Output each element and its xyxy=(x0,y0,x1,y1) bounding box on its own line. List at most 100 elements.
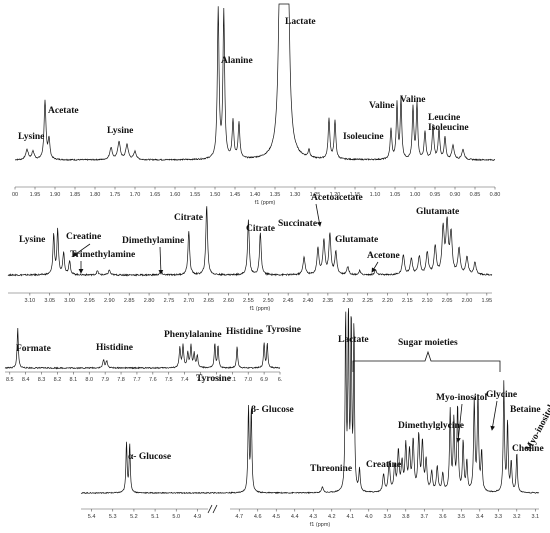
peak-label: Valine xyxy=(400,95,426,105)
x-axis-label: f1 (ppm) xyxy=(310,522,331,528)
x-tick-label: 7.7 xyxy=(133,377,141,383)
peak-label: Myo-inositol xyxy=(436,393,488,403)
x-tick-label: 3.6 xyxy=(439,514,447,520)
spectrum xyxy=(7,206,493,277)
arrow xyxy=(72,243,91,257)
x-tick-label: 3.4 xyxy=(476,514,484,520)
x-tick-label: 7.4 xyxy=(181,377,189,383)
x-tick-label: 4.9 xyxy=(194,514,202,520)
peak-label: Acetate xyxy=(48,106,79,116)
peak-label: Histidine xyxy=(96,343,133,353)
x-tick-label: 1.55 xyxy=(190,192,201,198)
peak-label: Acetoacetate xyxy=(311,193,363,203)
x-tick-label: 3.9 xyxy=(383,514,391,520)
x-tick-label: 2.95 xyxy=(84,298,95,304)
peak-label: Threonine xyxy=(310,464,352,474)
peak-label: Glutamate xyxy=(335,235,378,245)
peak-label: Tyrosine xyxy=(266,325,301,335)
x-tick-label: 8.2 xyxy=(54,377,62,383)
peak-label: Lactate xyxy=(285,17,316,27)
x-tick-label: 1.20 xyxy=(330,192,341,198)
peak-label: Phenylalanine xyxy=(164,330,222,340)
arrow xyxy=(490,400,498,431)
x-tick-label: 2.30 xyxy=(342,298,353,304)
x-tick-label: 4.1 xyxy=(346,514,354,520)
x-tick-label: 3.5 xyxy=(457,514,465,520)
x-tick-label: 1.70 xyxy=(130,192,141,198)
x-tick-label: 4.0 xyxy=(365,514,373,520)
peak-label: Tyrosine xyxy=(196,374,231,384)
x-tick-label: 2.50 xyxy=(263,298,274,304)
x-tick-label: 3.2 xyxy=(513,514,521,520)
peak-label: Choline xyxy=(512,444,544,454)
x-tick-label: 1.50 xyxy=(210,192,221,198)
x-tick-label: 2.65 xyxy=(203,298,214,304)
x-tick-label: 2.40 xyxy=(303,298,314,304)
x-tick-label: 1.60 xyxy=(170,192,181,198)
peak-label: β- Glucose xyxy=(251,405,294,415)
x-tick-label: 2.10 xyxy=(422,298,433,304)
spectrum xyxy=(80,308,540,495)
x-tick-label: 2.70 xyxy=(183,298,194,304)
peak-label: Citrate xyxy=(174,213,203,223)
peak-label: Betaine xyxy=(510,405,541,415)
peak-label: Trimethylamine xyxy=(70,250,135,260)
peak-label: Creatine xyxy=(366,460,401,470)
peak-label: Isoleucine xyxy=(428,123,469,133)
x-tick-label: 1.30 xyxy=(290,192,301,198)
x-tick-label: 6.9 xyxy=(260,377,268,383)
x-tick-label: 1.95 xyxy=(30,192,41,198)
x-tick-label: 1.45 xyxy=(230,192,241,198)
x-tick-label: 7.9 xyxy=(101,377,109,383)
x-tick-label: 0.85 xyxy=(470,192,481,198)
x-tick-label: 1.10 xyxy=(370,192,381,198)
x-tick-label: 8.3 xyxy=(38,377,46,383)
peak-label: Dimethylamine xyxy=(122,236,184,246)
x-tick-label: 2.90 xyxy=(104,298,115,304)
peak-label: Citrate xyxy=(246,224,275,234)
x-tick-label: 1.90 xyxy=(50,192,61,198)
brace xyxy=(352,350,501,372)
peak-label: Lactate xyxy=(338,335,369,345)
arrow xyxy=(456,403,463,443)
x-tick-label: 8.0 xyxy=(85,377,93,383)
x-tick-label: 1.85 xyxy=(70,192,81,198)
peak-label: Leucine xyxy=(428,113,460,123)
x-tick-label: 7.2 xyxy=(213,377,221,383)
x-tick-label: 2.15 xyxy=(402,298,413,304)
x-tick-label: 5.3 xyxy=(109,514,117,520)
x-tick-label: 1.25 xyxy=(310,192,321,198)
peak-label: Isoleucine xyxy=(343,132,384,142)
x-tick-label: 2.85 xyxy=(124,298,135,304)
x-tick-label: 0.90 xyxy=(450,192,461,198)
arrow xyxy=(315,203,322,227)
x-tick-label: 7.6 xyxy=(149,377,157,383)
x-tick-label: 4.2 xyxy=(328,514,336,520)
x-tick-label: 3.05 xyxy=(44,298,55,304)
peak-label: Formate xyxy=(16,344,51,354)
x-tick-label: 2.05 xyxy=(442,298,453,304)
x-tick-label: 6. xyxy=(278,377,283,383)
x-tick-label: 0.95 xyxy=(430,192,441,198)
x-tick-label: 8.1 xyxy=(70,377,78,383)
peak-label: Histidine xyxy=(226,327,263,337)
arrow xyxy=(371,261,379,273)
x-tick-label: 2.75 xyxy=(164,298,175,304)
x-tick-label: 00 xyxy=(12,192,18,198)
peak-label: Lysine xyxy=(19,235,45,245)
x-tick-label: 2.60 xyxy=(223,298,234,304)
x-tick-label: 2.00 xyxy=(462,298,473,304)
x-tick-label: 1.00 xyxy=(410,192,421,198)
x-tick-label: 7.5 xyxy=(165,377,173,383)
x-tick-label: 3.1 xyxy=(531,514,539,520)
x-tick-label: 3.10 xyxy=(24,298,35,304)
peak-label: α- Glucose xyxy=(128,452,171,462)
x-tick-label: 4.4 xyxy=(291,514,299,520)
x-tick-label: 4.6 xyxy=(254,514,262,520)
x-tick-label: 3.3 xyxy=(494,514,502,520)
x-tick-label: 3.8 xyxy=(402,514,410,520)
x-tick-label: 4.7 xyxy=(235,514,243,520)
peak-label: Glycine xyxy=(486,390,517,400)
axis-break xyxy=(207,504,218,514)
